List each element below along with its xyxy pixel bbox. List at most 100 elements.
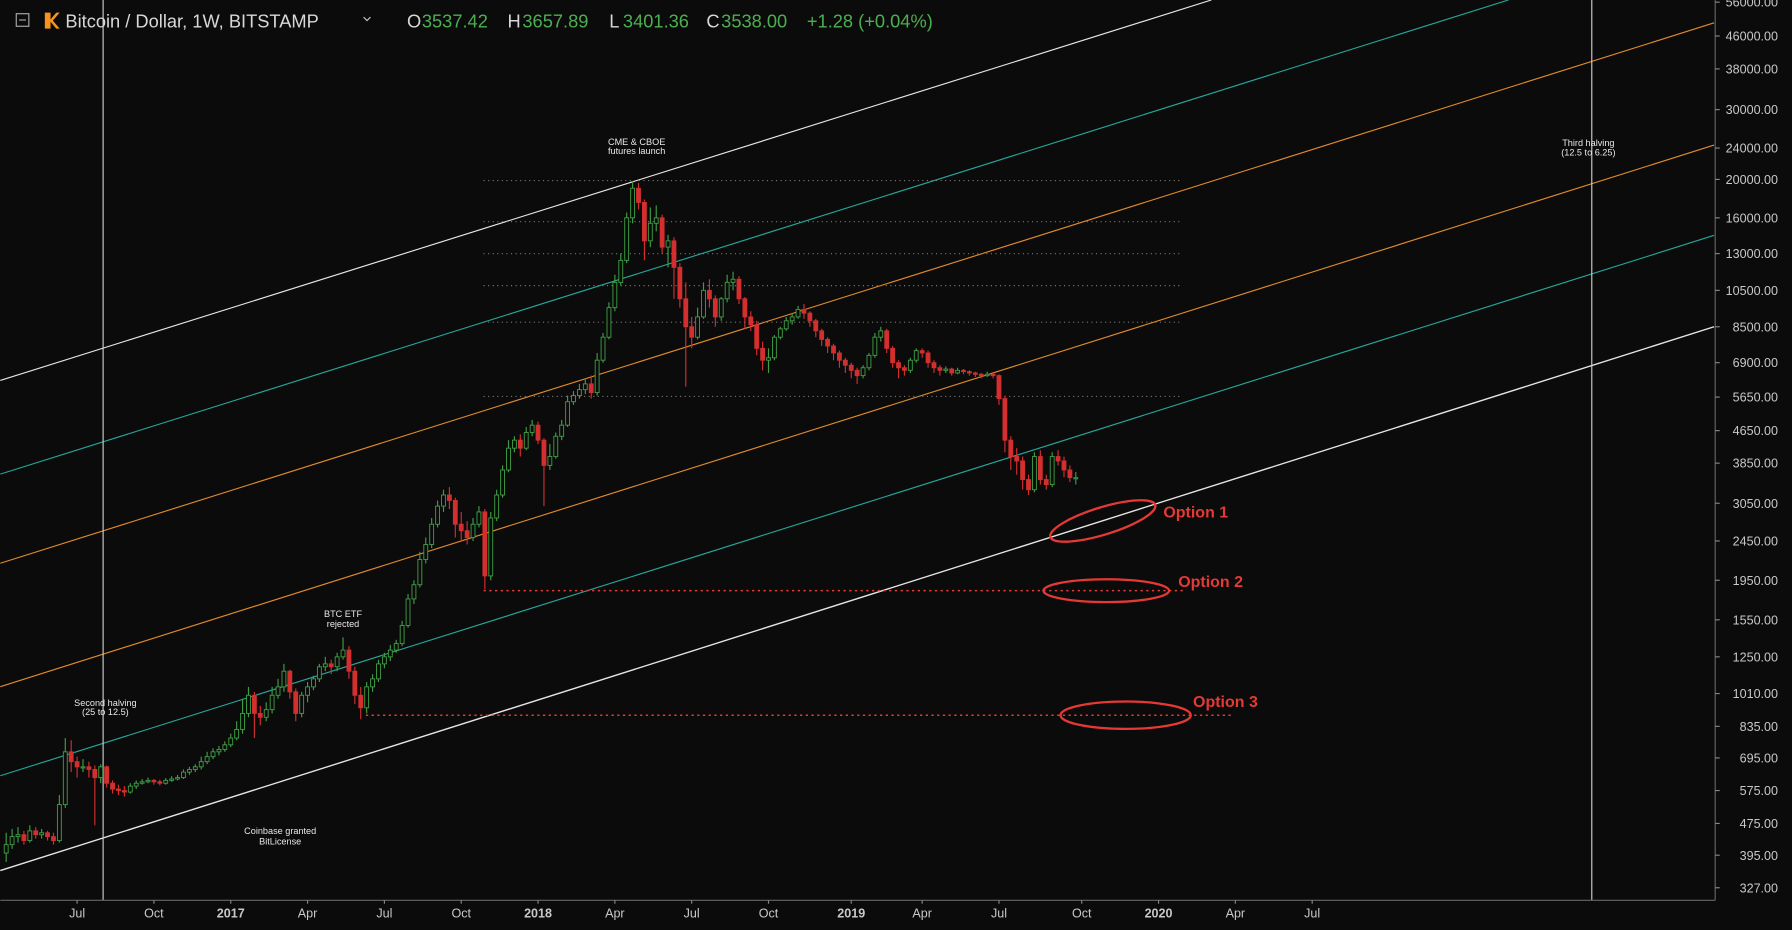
- candle-body: [68, 751, 74, 763]
- candle-body: [677, 266, 683, 300]
- annotations: CME & CBOE futures launch Third halving …: [74, 137, 1615, 846]
- candle-body: [736, 278, 742, 300]
- candle-body: [553, 435, 559, 458]
- x-tick-label: Jul: [991, 906, 1007, 920]
- channel-line: [0, 0, 1509, 475]
- symbol-title[interactable]: Bitcoin / Dollar, 1W, BITSTAMP: [65, 10, 318, 31]
- dropdown-icon[interactable]: [363, 16, 371, 22]
- candle-body: [878, 330, 884, 338]
- candle-body: [417, 559, 423, 586]
- candle-body: [848, 364, 854, 371]
- plot: [3, 181, 1079, 862]
- annotation: (25 to 12.5): [82, 707, 129, 717]
- candle-body: [204, 756, 210, 763]
- candle-body: [890, 347, 896, 364]
- candle-body: [931, 362, 937, 369]
- y-tick-label: 56000.00: [1726, 0, 1778, 10]
- candle-body: [27, 830, 33, 842]
- candle-body: [559, 424, 565, 437]
- quote-value: 3537.42: [422, 10, 488, 31]
- candle-body: [1037, 456, 1043, 481]
- candle-body: [45, 832, 50, 838]
- x-tick-label: 2017: [217, 906, 245, 920]
- candle-body: [98, 766, 104, 779]
- y-tick-label: 327.00: [1740, 881, 1778, 895]
- annotation: futures launch: [608, 146, 665, 156]
- channel-line: [0, 22, 1715, 564]
- candle-body: [860, 367, 866, 377]
- candle-body: [506, 447, 511, 471]
- candle-body: [269, 694, 275, 711]
- candle-body: [748, 316, 754, 326]
- candle-body: [186, 768, 192, 773]
- x-tick-label: Oct: [451, 906, 471, 920]
- y-tick-label: 3050.00: [1733, 497, 1778, 511]
- candle-body: [541, 439, 547, 466]
- candle-body: [517, 439, 523, 449]
- channel-line: [0, 144, 1715, 688]
- candle-body: [145, 779, 151, 783]
- x-tick-label: Apr: [605, 906, 625, 920]
- candle-body: [228, 737, 234, 746]
- candle-body: [346, 649, 352, 672]
- candle-body: [163, 779, 169, 784]
- x-tick-label: 2019: [837, 906, 865, 920]
- candle-body: [943, 368, 949, 371]
- candle-body: [263, 709, 269, 718]
- candle-body: [730, 278, 736, 283]
- annotation: rejected: [327, 619, 359, 629]
- y-tick-label: 2450.00: [1733, 535, 1778, 549]
- x-tick-label: Oct: [1072, 906, 1092, 920]
- candle-body: [789, 316, 795, 322]
- candle-body: [222, 744, 228, 750]
- candle-body: [1014, 456, 1020, 462]
- candle-body: [1049, 456, 1055, 486]
- candle-body: [594, 359, 600, 394]
- quote-value: 3657.89: [522, 10, 588, 31]
- candle-body: [972, 372, 978, 375]
- candle-body: [636, 187, 641, 203]
- candle-body: [127, 785, 133, 793]
- candle-body: [334, 656, 340, 668]
- annotation: BitLicense: [259, 836, 301, 846]
- candle-body: [488, 517, 494, 577]
- candle-body: [381, 656, 387, 665]
- option-label: Option 2: [1178, 574, 1243, 591]
- x-tick-label: Jul: [1304, 906, 1320, 920]
- quote-key: O: [407, 10, 421, 31]
- y-tick-label: 575.00: [1740, 784, 1778, 798]
- y-tick-label: 20000.00: [1726, 173, 1778, 187]
- option-ellipse: [1059, 700, 1192, 731]
- candle-body: [181, 771, 186, 779]
- candle-body: [1055, 456, 1061, 462]
- collapse-icon[interactable]: [15, 13, 30, 27]
- candle-body: [984, 373, 990, 377]
- candle-body: [216, 749, 222, 753]
- candle-body: [9, 836, 15, 846]
- option-ellipse: [1049, 499, 1157, 543]
- candle-body: [1020, 460, 1026, 481]
- candle-body: [104, 766, 110, 784]
- candle-body: [600, 336, 606, 361]
- candle-body: [718, 298, 724, 318]
- candle-body: [902, 367, 907, 371]
- candle-body: [535, 424, 541, 441]
- candle-body: [1067, 469, 1073, 479]
- y-tick-label: 6900.00: [1733, 356, 1778, 370]
- x-tick-label: Apr: [912, 906, 932, 920]
- candle-body: [772, 336, 777, 359]
- annotation: BTC ETF: [324, 609, 362, 619]
- y-tick-label: 4650.00: [1733, 424, 1778, 438]
- candle-body: [328, 663, 334, 668]
- candle-body: [854, 369, 860, 377]
- candle-body: [642, 201, 647, 242]
- candle-body: [435, 505, 440, 525]
- candle-body: [766, 357, 771, 361]
- candle-body: [80, 766, 86, 769]
- quote-value: 3538.00: [721, 10, 787, 31]
- y-tick-label: 695.00: [1740, 751, 1778, 765]
- option-label: Option 3: [1193, 694, 1258, 711]
- candle-body: [169, 778, 175, 781]
- candle-body: [423, 544, 429, 560]
